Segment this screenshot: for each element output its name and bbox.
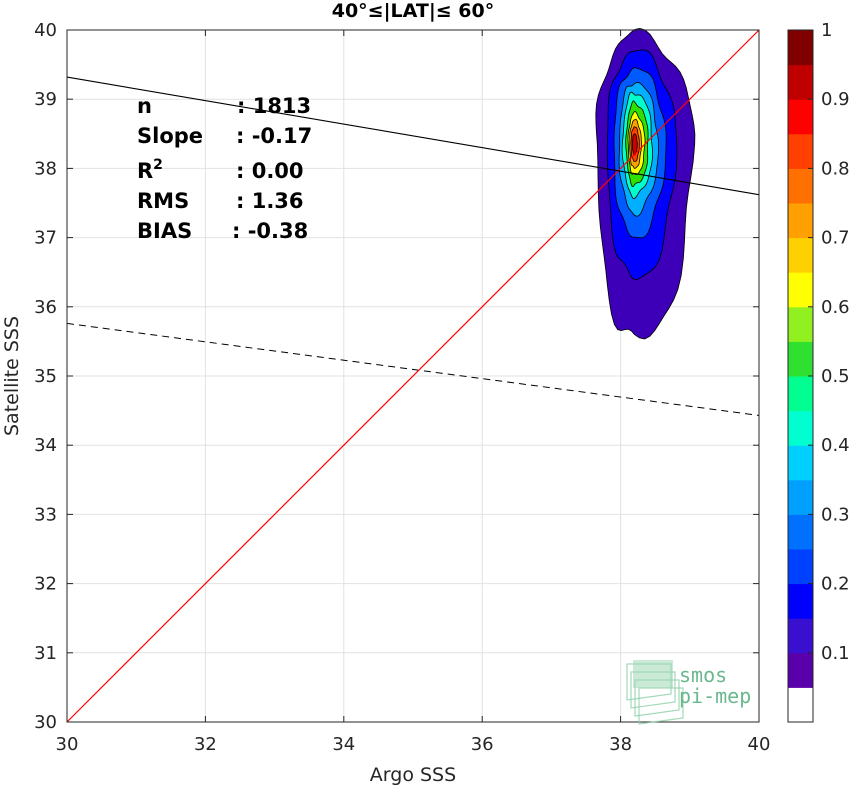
stat-superscript: 2 — [153, 157, 163, 173]
stat-value: : -0.38 — [232, 219, 308, 243]
colorbar-segment — [788, 203, 813, 239]
dashed-line — [66, 322, 760, 416]
colorbar-tick-label: 0.7 — [821, 228, 850, 249]
y-tick-label: 34 — [34, 435, 57, 456]
colorbar-segment — [788, 410, 813, 446]
y-tick-label: 31 — [34, 643, 57, 664]
y-tick-label: 37 — [34, 228, 57, 249]
stat-value: : 1813 — [237, 94, 311, 118]
chart-title: 40°≤|LAT|≤ 60° — [332, 0, 495, 22]
colorbar-segment — [788, 64, 813, 100]
stat-label: n — [137, 94, 152, 118]
colorbar-tick-label: 0.3 — [821, 504, 850, 525]
x-axis-label: Argo SSS — [370, 764, 456, 786]
colorbar-tick-label: 1 — [821, 20, 832, 41]
stat-label: R2 — [137, 157, 163, 183]
colorbar-segment — [788, 445, 813, 481]
colorbar-segment — [788, 341, 813, 377]
x-tick-label: 38 — [609, 734, 632, 755]
stat-label: RMS — [137, 189, 189, 213]
x-tick-label: 30 — [56, 734, 79, 755]
x-tick-label: 34 — [332, 734, 355, 755]
colorbar-segment — [788, 687, 813, 723]
colorbar-tick-label: 0.8 — [821, 158, 850, 179]
colorbar-segment — [788, 376, 813, 412]
stat-value: : 0.00 — [236, 159, 304, 183]
logo-text-smos: smos — [679, 663, 727, 687]
colorbar-segment — [788, 306, 813, 342]
x-tick-label: 32 — [194, 734, 217, 755]
colorbar-tick-label: 0.9 — [821, 89, 850, 110]
colorbar-tick-label: 0.6 — [821, 297, 850, 318]
stat-label: BIAS — [137, 219, 192, 243]
colorbar-segment — [788, 30, 813, 66]
colorbar-tick-label: 0.4 — [821, 435, 850, 456]
colorbar-segment — [788, 168, 813, 204]
colorbar-segment — [788, 237, 813, 273]
y-tick-label: 36 — [34, 297, 57, 318]
colorbar-segment — [788, 514, 813, 550]
y-tick-label: 32 — [34, 574, 57, 595]
colorbar-segment — [788, 99, 813, 135]
colorbar-tick-label: 0.2 — [821, 574, 850, 595]
y-tick-label: 40 — [34, 20, 57, 41]
identity-line — [66, 29, 760, 723]
y-tick-label: 33 — [34, 504, 57, 525]
stat-value: : 1.36 — [236, 189, 304, 213]
colorbar-segment — [788, 479, 813, 515]
logo-text-pimep: pi-mep — [679, 684, 751, 708]
stat-label: Slope — [137, 124, 203, 148]
colorbar-segment — [788, 583, 813, 619]
colorbar-segment — [788, 549, 813, 585]
y-axis-label: Satellite SSS — [1, 316, 23, 436]
y-tick-label: 38 — [34, 158, 57, 179]
y-tick-label: 39 — [34, 89, 57, 110]
y-tick-label: 35 — [34, 366, 57, 387]
colorbar-segment — [788, 133, 813, 169]
x-tick-label: 40 — [748, 734, 771, 755]
x-tick-label: 36 — [471, 734, 494, 755]
colorbar: 0.1 0.2 0.3 0.4 0.5 0.6 0.7 0.8 0.9 1 — [787, 20, 850, 723]
y-tick-label: 30 — [34, 712, 57, 733]
stat-value: : -0.17 — [236, 124, 312, 148]
logo-block — [633, 660, 673, 688]
density-contours — [595, 27, 696, 340]
stats-box: n : 1813 Slope : -0.17 R2 : 0.00 RMS : 1.36 BIAS… — [137, 94, 312, 243]
colorbar-tick-label: 0.1 — [821, 643, 850, 664]
colorbar-segment — [788, 272, 813, 308]
fit-lines — [66, 29, 760, 723]
colorbar-tick-label: 0.5 — [821, 366, 850, 387]
colorbar-segment — [788, 618, 813, 654]
axis-ticks: 30 32 34 36 38 40 30 31 32 33 34 35 36 37 38 39 40 — [34, 20, 770, 755]
regression-line — [66, 76, 760, 196]
colorbar-segment — [788, 652, 813, 688]
